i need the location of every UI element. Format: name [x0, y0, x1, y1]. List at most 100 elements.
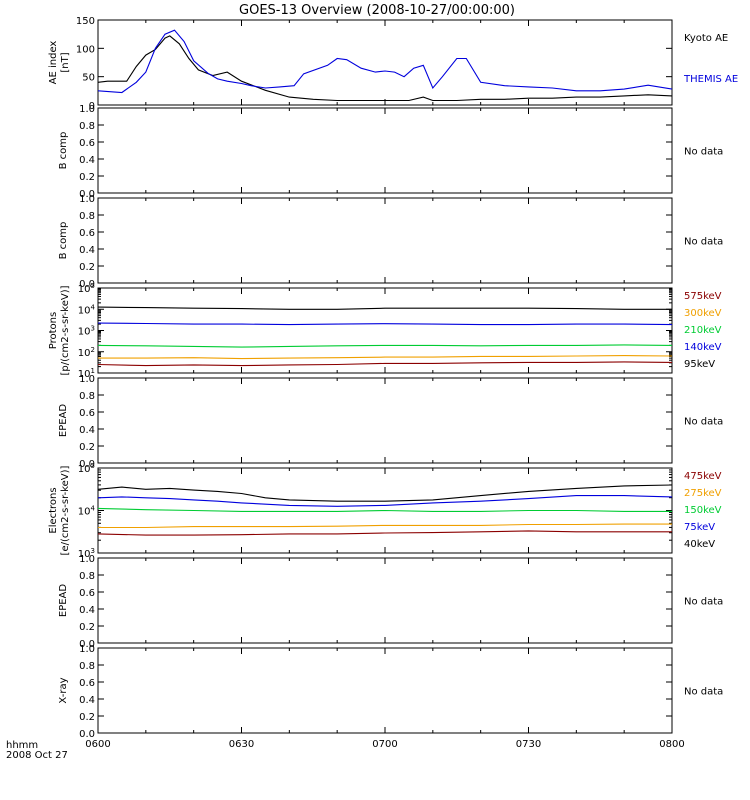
y-tick-label: 0.4 [79, 425, 95, 436]
y-tick-label: 0.8 [79, 391, 95, 402]
series-75kev [97, 495, 673, 507]
no-data-label: No data [684, 417, 723, 428]
series-475kev [97, 530, 672, 536]
y-axis-units: [nT] [60, 52, 71, 72]
series-210kev [97, 344, 673, 348]
y-tick-label: 103 [78, 325, 95, 338]
y-tick-label: 0.4 [79, 155, 95, 166]
y-tick-label: 100 [76, 44, 95, 55]
y-tick-label: 0.0 [79, 279, 95, 290]
y-tick-label: 105 [78, 462, 95, 475]
y-tick-label: 0.0 [79, 729, 95, 740]
no-data-label: No data [684, 147, 723, 158]
y-tick-label: 0.8 [79, 661, 95, 672]
legend-75kev: 75keV [684, 522, 715, 533]
panel-frame [97, 19, 673, 106]
panel-b-comp-1: 0.0 0.2 0.4 0.6 0.8 1.0 B comp No data [58, 104, 723, 200]
series-575kev [97, 361, 673, 367]
legend-475kev: 475keV [684, 471, 722, 482]
y-tick-label: 104 [78, 505, 96, 518]
series-40kev [97, 484, 673, 502]
y-tick-label: 0.2 [79, 442, 95, 453]
y-axis-label: Electrons [48, 487, 59, 533]
y-tick-label: 105 [78, 282, 95, 295]
y-tick-label: 1.0 [79, 194, 95, 205]
series-300kev [98, 355, 673, 360]
y-tick-label: 0.6 [79, 678, 95, 689]
y-tick-label: 0.2 [79, 172, 95, 183]
no-data-label: No data [684, 687, 723, 698]
series-95kev [97, 306, 672, 310]
y-axis-label: X-ray [58, 677, 69, 703]
y-axis-label: Protons [48, 312, 59, 349]
y-tick-label: 104 [78, 303, 96, 316]
panel-frame [97, 287, 673, 374]
y-tick-label: 0.0 [79, 639, 95, 650]
panel-frame [97, 197, 673, 284]
legend-210kev: 210keV [684, 325, 722, 336]
x-tick-label: 0700 [372, 739, 397, 750]
no-data-label: No data [684, 597, 723, 608]
panel-epead-1: 0.0 0.2 0.4 0.6 0.8 1.0 EPEAD No data [58, 374, 723, 470]
legend-575kev: 575keV [684, 291, 722, 302]
y-tick-label: 0.2 [79, 712, 95, 723]
no-data-label: No data [684, 237, 723, 248]
y-tick-label: 0.0 [79, 189, 95, 200]
y-tick-label: 50 [82, 73, 95, 84]
y-tick-label: 0 [89, 101, 95, 112]
legend-kyoto-ae: Kyoto AE [684, 33, 728, 44]
y-tick-label: 1.0 [79, 644, 95, 655]
y-tick-label: 0.4 [79, 605, 95, 616]
y-tick-label: 0.4 [79, 245, 95, 256]
y-tick-label: 1.0 [79, 374, 95, 385]
time-axis: 0600 0630 0700 0730 0800 [85, 739, 684, 750]
panel-frame [97, 377, 673, 464]
x-tick-label: 0630 [229, 739, 254, 750]
legend-300kev: 300keV [684, 308, 722, 319]
chart-title: GOES-13 Overview (2008-10-27/00:00:00) [239, 3, 515, 18]
legend-275kev: 275keV [684, 488, 722, 499]
panel-epead-2: 0.0 0.2 0.4 0.6 0.8 1.0 EPEAD No data [58, 554, 723, 650]
legend-95kev: 95keV [684, 359, 715, 370]
x-tick-label: 0600 [85, 739, 110, 750]
y-axis-units: [e/(cm2-s-sr-keV)] [60, 465, 71, 555]
y-tick-label: 0.8 [79, 121, 95, 132]
y-axis-label: B comp [58, 132, 69, 170]
series-150kev [97, 507, 672, 512]
series-275kev [98, 523, 672, 529]
y-axis-label: EPEAD [58, 584, 69, 618]
y-axis-label: B comp [58, 222, 69, 260]
panel-ae-index: 0 50 100 150 AE index [nT] Kyoto AE THEMIS AE [48, 16, 738, 112]
series-kyoto-ae [97, 35, 673, 102]
panel-b-comp-2: 0.0 0.2 0.4 0.6 0.8 1.0 B comp No data [58, 194, 723, 290]
panels-group: 0 50 100 150 AE index [nT] Kyoto AE THEMIS AE 0.… [48, 16, 738, 740]
panel-frame [97, 107, 673, 194]
y-tick-label: 1.0 [79, 104, 95, 115]
y-tick-label: 0.6 [79, 588, 95, 599]
legend-140kev: 140keV [684, 342, 722, 353]
x-tick-label: 0800 [659, 739, 684, 750]
time-axis-date-label: 2008 Oct 27 [6, 750, 68, 761]
y-tick-label: 0.4 [79, 695, 95, 706]
legend-40kev: 40keV [684, 539, 715, 550]
y-tick-label: 0.8 [79, 571, 95, 582]
y-axis-label: AE index [48, 41, 59, 85]
y-axis-label: EPEAD [58, 404, 69, 438]
y-tick-label: 0.2 [79, 622, 95, 633]
y-tick-label: 102 [78, 346, 95, 359]
panel-frame [97, 557, 673, 644]
y-tick-label: 0.6 [79, 408, 95, 419]
y-tick-label: 0.8 [79, 211, 95, 222]
y-tick-label: 0.6 [79, 228, 95, 239]
time-axis-format-label: hhmm [6, 740, 38, 751]
y-axis-units: [p/(cm2-s-sr-keV)] [60, 285, 71, 375]
panel-x-ray: 0.0 0.2 0.4 0.6 0.8 1.0 X-ray No data [58, 644, 723, 740]
y-tick-label: 1.0 [79, 554, 95, 565]
legend-themis-ae: THEMIS AE [683, 74, 738, 85]
y-tick-label: 0.2 [79, 262, 95, 273]
series-themis-ae [97, 29, 673, 94]
series-140kev [97, 322, 673, 326]
